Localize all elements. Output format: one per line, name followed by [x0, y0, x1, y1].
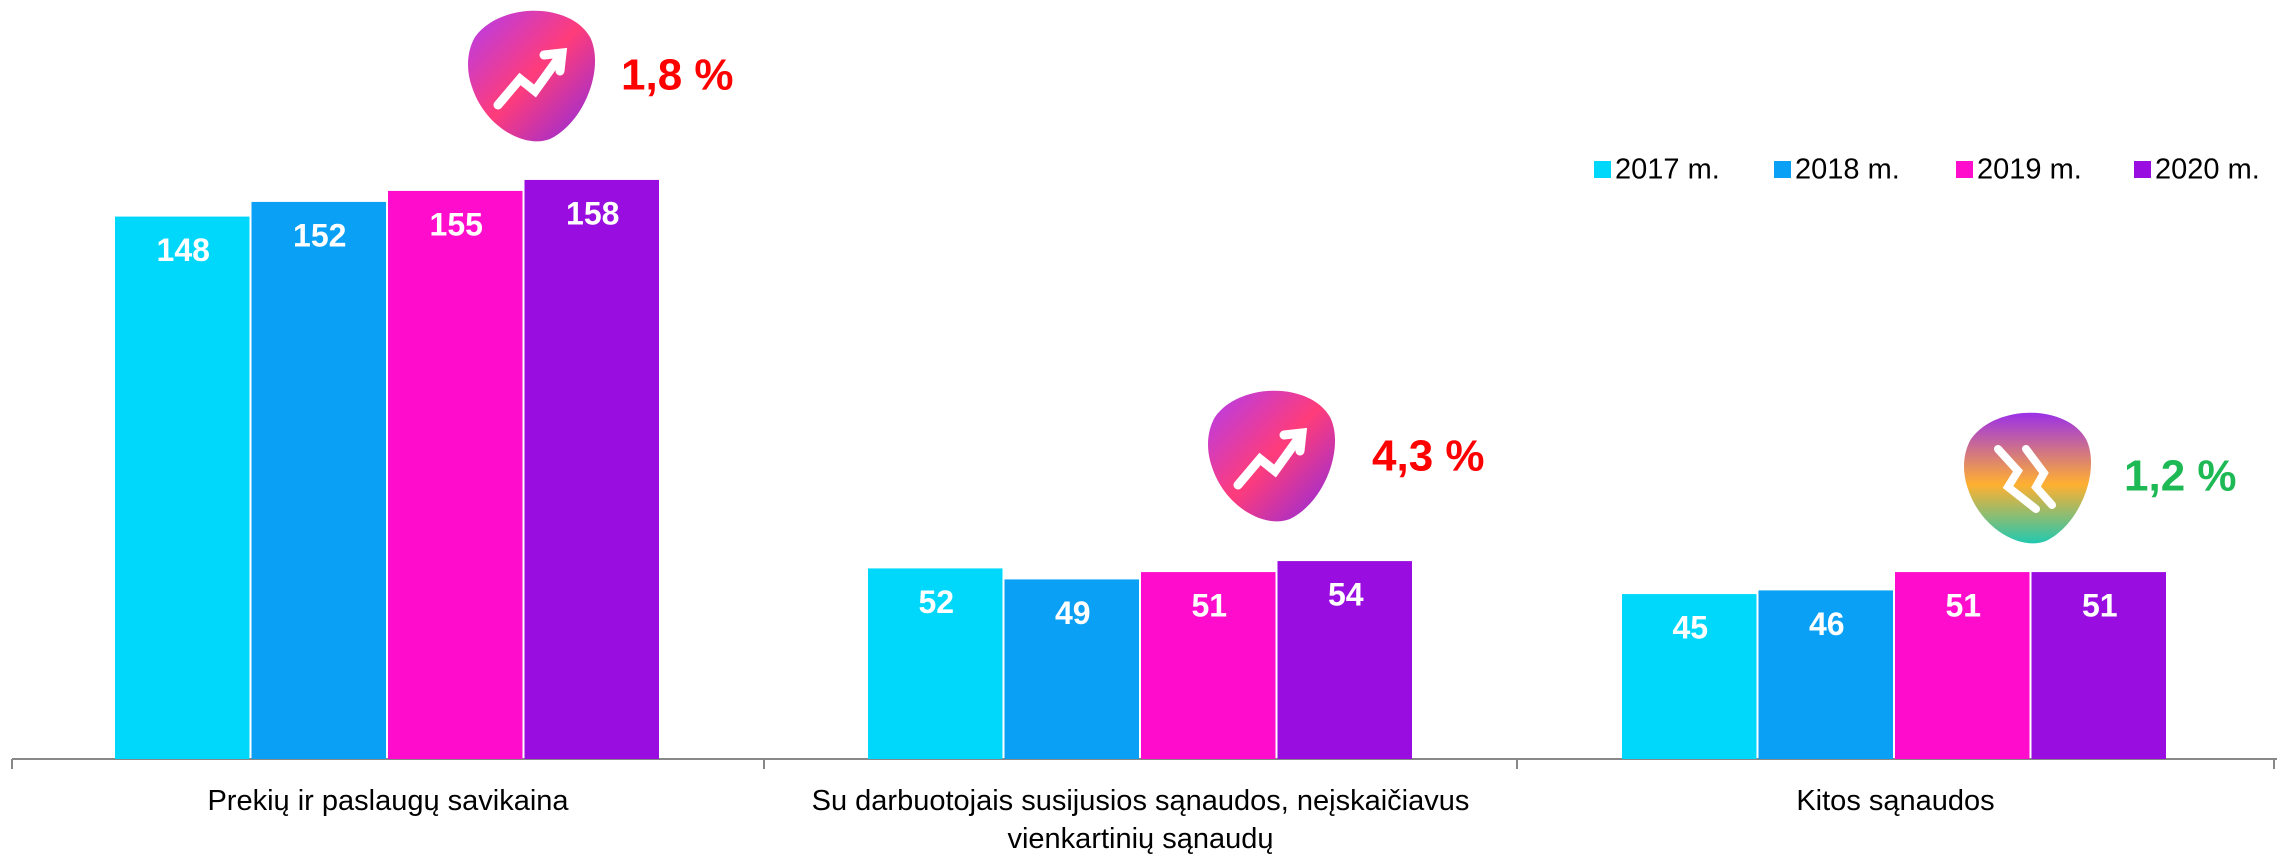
legend-swatch: [1956, 161, 1973, 178]
bar: [1141, 572, 1276, 759]
data-label: 45: [1672, 610, 1708, 646]
legend-label: 2019 m.: [1977, 154, 2082, 186]
icon-down: [1964, 412, 2092, 544]
data-label: 152: [293, 217, 346, 253]
bar: [868, 568, 1003, 759]
data-label: 51: [1945, 588, 1981, 624]
bar: [1277, 561, 1412, 759]
data-label: 46: [1809, 606, 1845, 642]
data-label: 49: [1055, 595, 1091, 631]
annotation: 1,8 %: [621, 51, 734, 100]
annotation: 1,2 %: [2124, 452, 2237, 501]
bar: [1004, 579, 1139, 759]
bar: [524, 179, 659, 759]
data-label: 54: [1328, 577, 1364, 613]
icon-up: [468, 10, 596, 142]
data-label: 155: [430, 206, 483, 242]
legend-label: 2017 m.: [1615, 154, 1720, 186]
data-label: 148: [157, 232, 210, 268]
x-tick-label: Kitos sąnaudos: [1796, 785, 1995, 817]
data-label: 158: [566, 195, 619, 231]
x-tick-label: Prekių ir paslaugų savikaina: [207, 785, 569, 817]
bar: [251, 201, 386, 760]
bar: [1622, 594, 1757, 759]
legend-swatch: [1594, 161, 1611, 178]
x-tick-label: Su darbuotojais susijusios sąnaudos, neį…: [811, 785, 1470, 855]
data-label: 51: [2082, 588, 2118, 624]
icon-up: [1208, 390, 1336, 522]
data-label: 52: [918, 584, 954, 620]
bar: [1895, 572, 2030, 759]
legend-swatch: [2134, 161, 2151, 178]
bar: [388, 190, 523, 760]
legend-swatch: [1774, 161, 1791, 178]
bar: [115, 216, 250, 759]
data-label: 51: [1191, 588, 1227, 624]
annotation: 4,3 %: [1372, 432, 1485, 481]
legend-label: 2020 m.: [2155, 154, 2260, 186]
legend-label: 2018 m.: [1795, 154, 1900, 186]
bar: [2031, 572, 2166, 759]
bar: [1758, 590, 1893, 759]
